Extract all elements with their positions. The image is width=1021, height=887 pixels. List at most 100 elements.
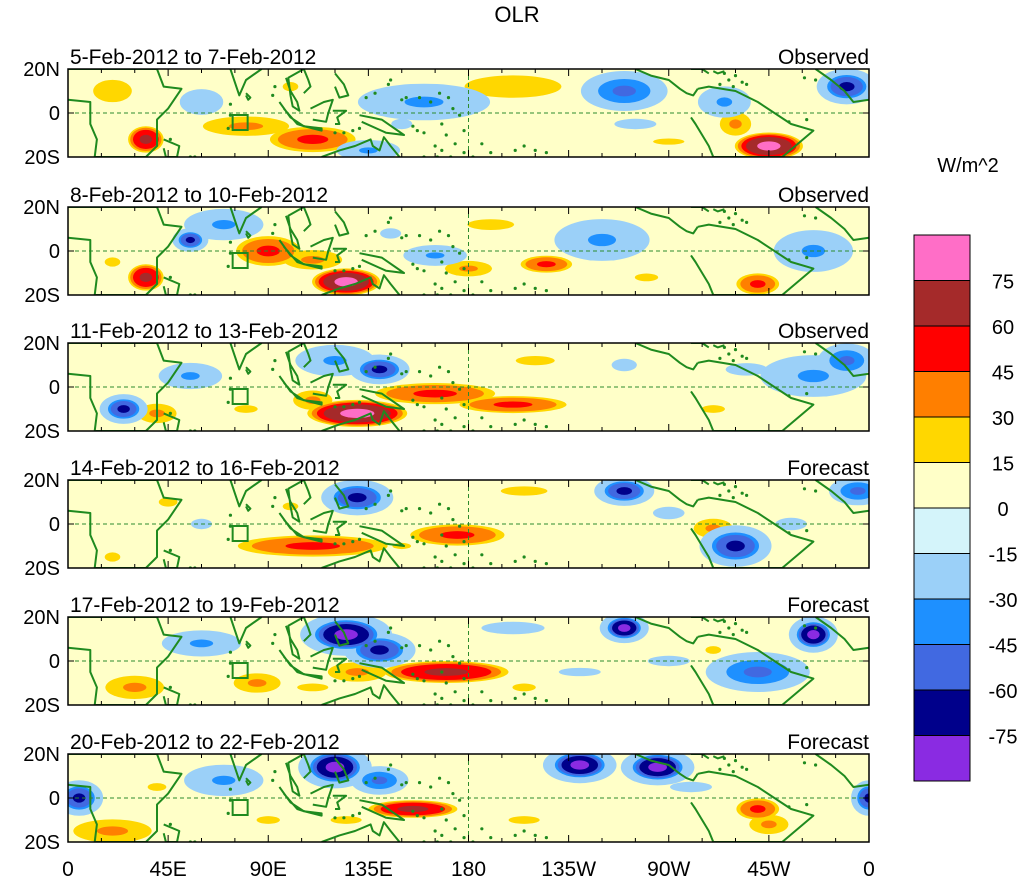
colorbar-swatch — [913, 325, 971, 372]
coastline — [334, 620, 350, 647]
coastline — [278, 239, 305, 266]
map-panel: 20N 0 20S 8-Feb-2012 to 10-Feb-2012 Observed — [23, 184, 870, 307]
island — [386, 493, 390, 497]
island — [544, 425, 548, 429]
reference-box — [231, 252, 249, 269]
island — [740, 765, 744, 769]
coastline — [68, 207, 183, 295]
island — [228, 524, 233, 528]
island — [745, 767, 749, 771]
y-tick-label: 0 — [49, 514, 60, 536]
positive-anomaly-contour — [147, 783, 167, 791]
coastline — [359, 114, 405, 136]
island — [462, 267, 466, 271]
negative-anomaly-contour — [481, 621, 545, 635]
colorbar-level-label: 30 — [992, 408, 1014, 430]
island — [533, 696, 537, 700]
coastline — [321, 821, 401, 842]
island — [271, 778, 275, 782]
island — [440, 533, 444, 537]
coastline — [690, 85, 815, 157]
island — [787, 258, 791, 262]
panel-type-label: Observed — [778, 46, 869, 69]
map-panel: 20N 0 20S 17-Feb-2012 to 19-Feb-2012 Forecas… — [23, 594, 870, 717]
island — [544, 699, 548, 703]
island — [727, 626, 731, 630]
island — [228, 787, 233, 791]
panel-period-label: 14-Feb-2012 to 16-Feb-2012 — [70, 457, 340, 480]
island — [731, 359, 735, 363]
negative-anomaly-contour — [334, 629, 358, 640]
island — [351, 267, 355, 271]
positive-anomaly-contour — [256, 245, 280, 257]
coastline — [815, 480, 869, 514]
coastline — [321, 274, 401, 295]
colorbar-level-label: 0 — [997, 499, 1008, 521]
island — [226, 126, 230, 130]
island — [364, 370, 368, 374]
island — [814, 78, 818, 82]
island — [722, 482, 726, 486]
y-tick-label: 20S — [24, 832, 60, 854]
island — [333, 679, 337, 683]
island — [271, 367, 275, 371]
island — [271, 93, 275, 97]
island — [364, 507, 368, 511]
y-tick-label: 0 — [49, 103, 60, 125]
island — [228, 102, 233, 106]
island — [733, 759, 738, 763]
negative-anomaly-contour — [212, 775, 236, 786]
coastline — [691, 754, 710, 760]
y-tick-label: 20N — [23, 744, 60, 766]
coastline — [815, 207, 869, 241]
negative-anomaly-contour — [404, 96, 444, 108]
negative-anomaly-contour — [614, 118, 657, 130]
island — [440, 286, 444, 290]
coastline — [321, 547, 401, 568]
coastline — [303, 536, 323, 543]
island — [453, 553, 457, 557]
island — [522, 282, 526, 286]
y-tick-label: 20N — [23, 607, 60, 629]
island — [168, 822, 172, 826]
island — [357, 674, 362, 678]
positive-anomaly-contour — [701, 405, 725, 413]
colorbar-swatch — [913, 371, 971, 418]
coastline — [162, 686, 181, 705]
coastline — [303, 673, 323, 680]
coastline — [359, 388, 405, 410]
island — [513, 559, 517, 563]
x-tick-label: 135E — [344, 858, 393, 881]
island — [437, 229, 442, 233]
coastline — [334, 483, 350, 510]
x-tick-label: 0 — [863, 858, 875, 881]
island — [386, 767, 390, 771]
coastline — [691, 480, 710, 486]
x-tick-label: 45W — [747, 858, 790, 881]
negative-anomaly-contour — [652, 506, 685, 520]
island — [446, 644, 451, 648]
negative-anomaly-contour — [797, 369, 829, 383]
island — [814, 763, 818, 767]
island — [446, 781, 451, 785]
island — [462, 814, 466, 818]
panel-period-label: 11-Feb-2012 to 13-Feb-2012 — [70, 320, 338, 343]
coastline — [245, 503, 252, 512]
island — [718, 220, 722, 224]
x-tick-label: 0 — [62, 858, 74, 881]
negative-anomaly-contour — [179, 89, 224, 115]
positive-anomaly-contour — [493, 401, 533, 408]
coastlines — [68, 69, 869, 157]
positive-anomaly-contour — [500, 486, 548, 496]
positive-anomaly-contour — [297, 683, 329, 692]
reference-box — [231, 799, 249, 816]
island — [513, 148, 517, 152]
island — [351, 403, 355, 407]
coastline — [278, 649, 305, 676]
reference-box — [231, 525, 249, 542]
coastline — [712, 481, 725, 486]
negative-anomaly-contour — [570, 760, 590, 770]
y-tick-label: 20S — [24, 558, 60, 580]
island — [462, 425, 466, 429]
island — [417, 370, 422, 374]
